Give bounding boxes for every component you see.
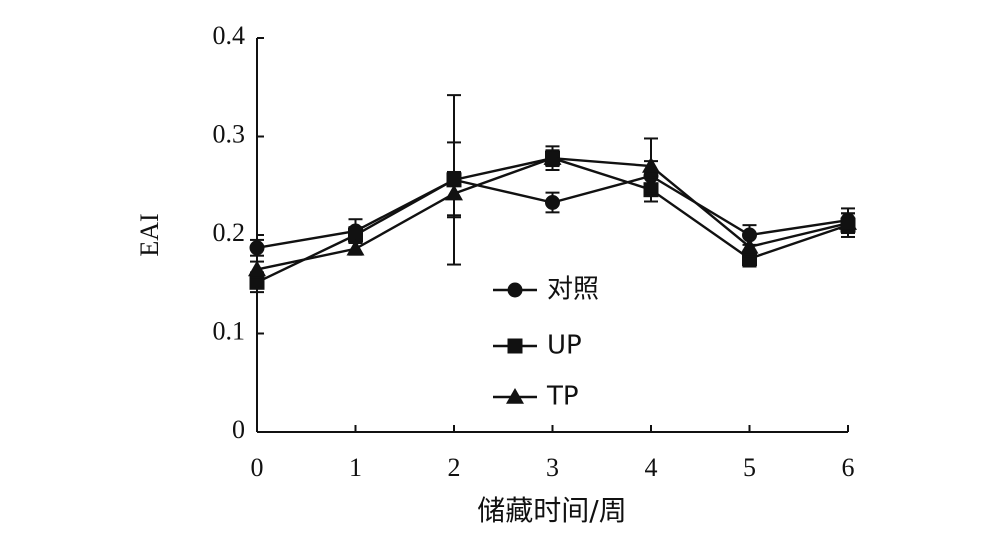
- x-ticks: 0 1 2 3 4 5 6: [251, 425, 855, 482]
- legend-marker: [507, 338, 523, 354]
- y-tick-label: 0: [232, 415, 245, 444]
- y-tick-label: 0.1: [213, 316, 246, 345]
- x-tick-label: 0: [251, 453, 264, 482]
- x-tick-label: 1: [349, 453, 362, 482]
- data-point: [742, 227, 757, 243]
- series-line: [256, 156, 849, 271]
- data-point: [642, 157, 660, 173]
- series-triangle: [248, 137, 857, 279]
- x-axis-title: 储藏时间/周: [477, 494, 626, 527]
- series-layer: [248, 94, 857, 294]
- data-point: [348, 227, 363, 243]
- legend-item: 对照: [493, 275, 599, 305]
- data-point: [839, 214, 857, 230]
- data-point: [249, 274, 265, 290]
- y-ticks: 0 0.1 0.2 0.3 0.4: [213, 21, 264, 444]
- legend-marker: [507, 282, 523, 298]
- x-tick-label: 6: [842, 453, 855, 482]
- data-point: [740, 237, 759, 254]
- data-point: [248, 260, 266, 277]
- series-line: [256, 156, 849, 284]
- y-tick-label: 0.2: [213, 218, 246, 247]
- data-point: [249, 240, 265, 256]
- legend-label: 对照: [547, 275, 599, 305]
- data-point: [545, 194, 560, 210]
- axes: [256, 38, 848, 433]
- x-tick-label: 2: [448, 453, 461, 482]
- data-point: [543, 149, 562, 165]
- x-tick-label: 4: [645, 453, 658, 482]
- x-tick-label: 5: [743, 453, 756, 482]
- legend-label: UP: [547, 331, 582, 361]
- legend-item: UP: [493, 331, 582, 361]
- y-tick-label: 0.4: [213, 21, 246, 50]
- legend: 对照 UP TP: [493, 275, 599, 412]
- data-point: [742, 251, 757, 267]
- legend-label: TP: [546, 382, 579, 412]
- data-point: [445, 184, 463, 201]
- legend-marker: [506, 388, 524, 404]
- legend-item: TP: [493, 382, 579, 412]
- data-point: [346, 239, 365, 256]
- y-axis-title: EAI: [135, 213, 164, 256]
- y-tick-label: 0.3: [213, 119, 246, 148]
- x-tick-label: 3: [546, 453, 559, 482]
